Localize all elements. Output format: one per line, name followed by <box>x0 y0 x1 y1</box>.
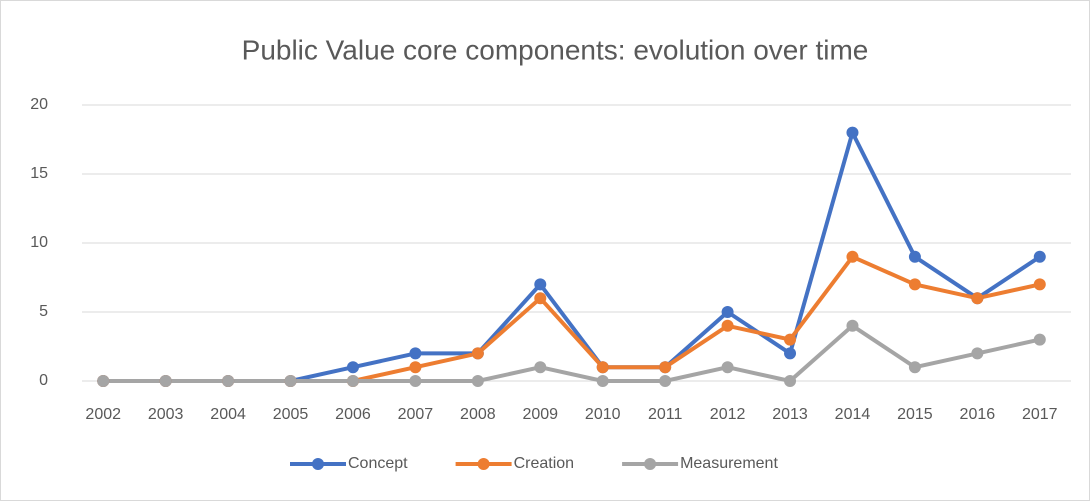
data-point <box>784 347 797 360</box>
legend-label: Creation <box>514 455 574 472</box>
data-point <box>1033 250 1046 263</box>
x-tick-label: 2009 <box>522 406 558 423</box>
data-point <box>971 347 984 360</box>
data-point <box>721 361 734 374</box>
legend-marker <box>312 458 324 470</box>
y-tick-label: 20 <box>30 96 48 113</box>
data-point <box>846 319 859 332</box>
data-point <box>409 361 422 374</box>
data-point <box>846 250 859 263</box>
x-tick-label: 2006 <box>335 406 371 423</box>
data-point <box>534 361 547 374</box>
x-tick-label: 2016 <box>960 406 996 423</box>
x-tick-label: 2007 <box>398 406 434 423</box>
x-tick-label: 2013 <box>772 406 808 423</box>
legend-marker <box>644 458 657 470</box>
data-point <box>908 278 921 291</box>
x-tick-label: 2014 <box>835 406 871 423</box>
data-point <box>908 250 921 263</box>
data-point <box>659 361 672 374</box>
y-tick-label: 15 <box>30 165 48 182</box>
data-point <box>846 126 859 139</box>
data-point <box>534 292 547 305</box>
data-point <box>409 375 422 387</box>
data-point <box>659 375 672 387</box>
data-point <box>596 375 609 387</box>
y-tick-label: 0 <box>39 372 48 389</box>
legend-label: Concept <box>348 455 408 472</box>
x-tick-label: 2017 <box>1022 406 1058 423</box>
data-point <box>596 361 609 374</box>
series-line <box>103 323 1041 383</box>
data-point <box>721 319 734 332</box>
data-point <box>784 333 797 346</box>
data-point <box>346 361 359 374</box>
x-tick-label: 2010 <box>585 406 621 423</box>
x-tick-label: 2004 <box>210 406 246 423</box>
data-point <box>1033 333 1046 346</box>
x-tick-label: 2003 <box>148 406 184 423</box>
data-point <box>222 375 235 387</box>
data-point <box>908 361 921 374</box>
chart-title: Public Value core components: evolution … <box>242 34 869 65</box>
data-point <box>409 347 422 360</box>
data-point <box>284 375 297 387</box>
data-point <box>471 375 484 387</box>
legend-label: Measurement <box>680 455 778 472</box>
y-tick-label: 5 <box>39 303 48 320</box>
data-point <box>721 306 734 318</box>
data-point <box>346 375 359 387</box>
x-tick-label: 2008 <box>460 406 496 423</box>
data-point <box>534 278 547 291</box>
legend-marker <box>477 458 490 470</box>
data-point <box>471 347 484 360</box>
x-tick-label: 2015 <box>897 406 933 423</box>
y-tick-label: 10 <box>30 234 48 251</box>
x-tick-label: 2012 <box>710 406 746 423</box>
x-tick-label: 2002 <box>85 406 121 423</box>
data-point <box>159 375 172 387</box>
x-tick-label: 2005 <box>273 406 309 423</box>
data-point <box>784 375 797 387</box>
data-point <box>1033 278 1046 291</box>
x-tick-label: 2011 <box>648 406 683 423</box>
data-point <box>97 375 110 387</box>
data-point <box>971 292 984 305</box>
